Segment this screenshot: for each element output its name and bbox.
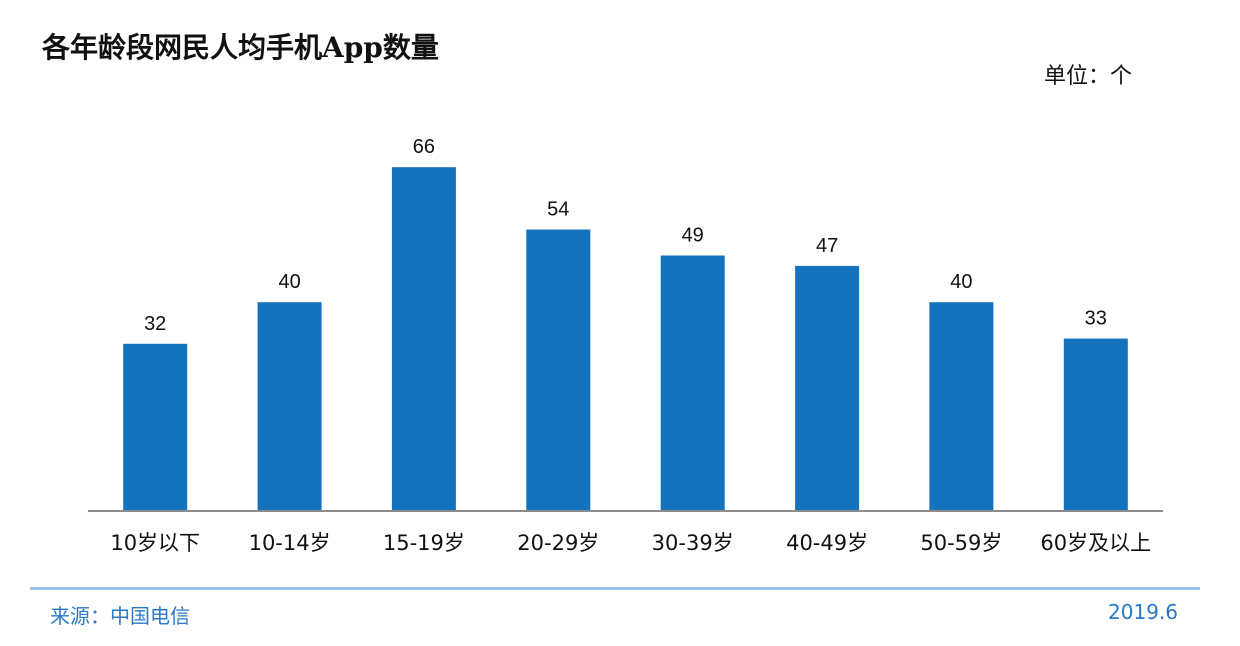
value-labels-layer: 32 40 66 54 49 47 40 33 xyxy=(144,136,1107,335)
category-label-6: 50-59岁 xyxy=(920,531,1002,555)
bar-3 xyxy=(526,229,591,510)
date-text: 2019.6 xyxy=(1108,600,1178,624)
source-text: 来源：中国电信 xyxy=(50,604,190,628)
category-labels-layer: 10岁以下 10-14岁 15-19岁 20-29岁 30-39岁 40-49岁 50-59… xyxy=(110,531,1151,555)
unit-label: 单位：个 xyxy=(1043,64,1132,89)
bar-7 xyxy=(1063,338,1128,510)
bar-1 xyxy=(257,302,322,510)
value-label-3: 54 xyxy=(547,199,569,221)
bar-6 xyxy=(929,302,994,510)
value-label-4: 49 xyxy=(682,225,704,247)
category-label-1: 10-14岁 xyxy=(249,531,331,555)
bar-4 xyxy=(660,255,725,510)
value-label-1: 40 xyxy=(278,271,300,293)
category-label-4: 30-39岁 xyxy=(652,531,734,555)
value-label-5: 47 xyxy=(816,235,838,257)
category-label-7: 60岁及以上 xyxy=(1040,531,1151,555)
category-label-0: 10岁以下 xyxy=(110,531,200,555)
value-label-2: 66 xyxy=(413,136,435,158)
bar-5 xyxy=(795,265,860,510)
value-label-6: 40 xyxy=(950,271,972,293)
value-label-7: 33 xyxy=(1085,308,1107,330)
bar-0 xyxy=(123,343,188,510)
footer-divider xyxy=(30,587,1200,590)
chart-title: 各年龄段网民人均手机App数量 xyxy=(42,31,439,64)
value-label-0: 32 xyxy=(144,313,166,335)
bars-layer xyxy=(123,167,1128,510)
bar-2 xyxy=(391,167,456,510)
category-label-3: 20-29岁 xyxy=(517,531,599,555)
category-label-2: 15-19岁 xyxy=(383,531,465,555)
category-label-5: 40-49岁 xyxy=(786,531,868,555)
